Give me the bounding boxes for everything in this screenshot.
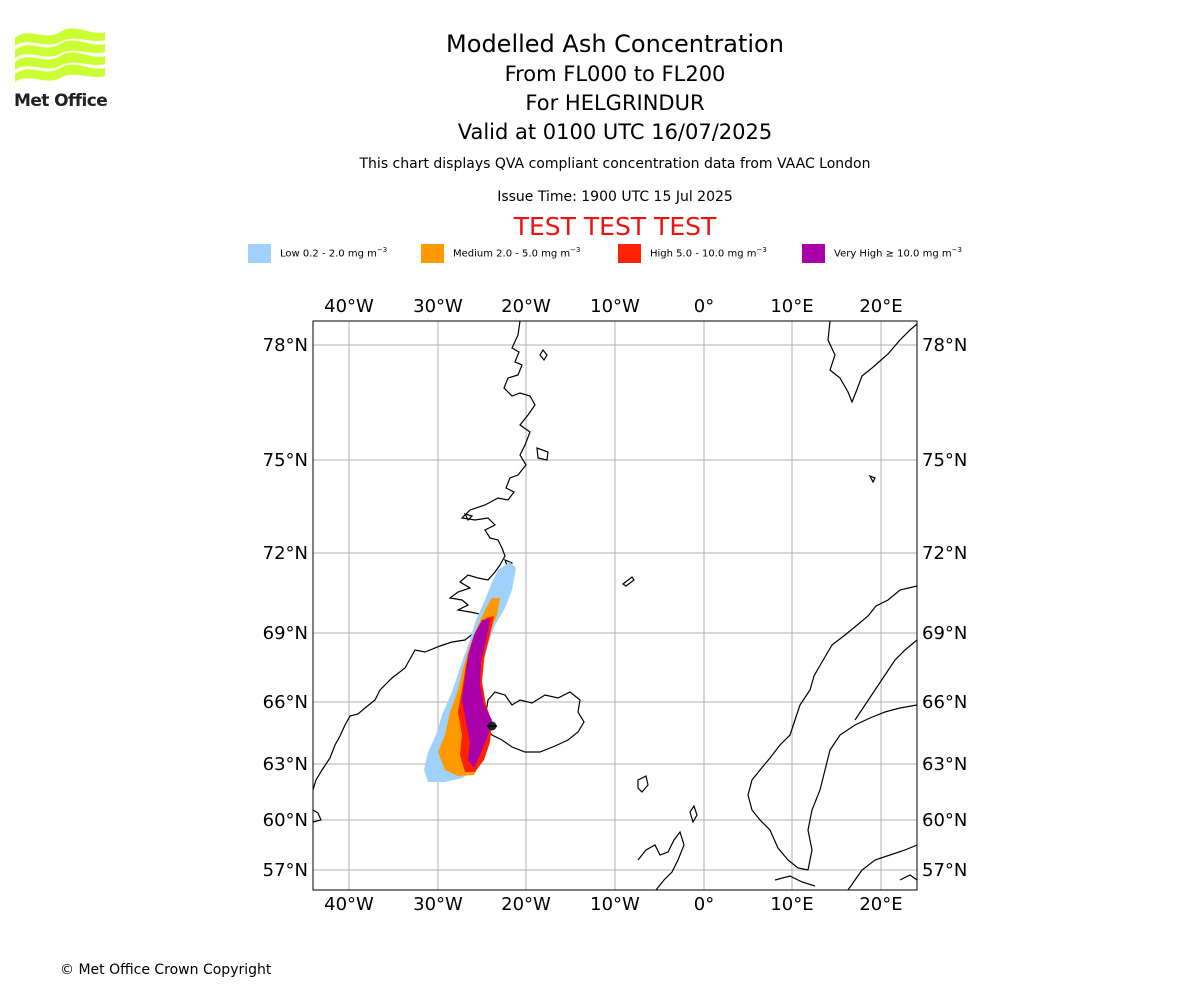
- lat-label: 60°N: [263, 810, 308, 831]
- chart-title: Modelled Ash Concentration From FL000 to…: [0, 28, 1200, 147]
- lon-label: 0°: [694, 296, 714, 317]
- test-banner: TEST TEST TEST: [513, 212, 717, 241]
- lon-label: 0°: [694, 894, 714, 915]
- map-content: [313, 321, 917, 890]
- lat-label: 75°N: [922, 450, 967, 471]
- lon-label: 40°W: [324, 296, 374, 317]
- volcano-marker: [487, 721, 497, 731]
- lat-labels-left: 78°N 75°N 72°N 69°N 66°N 63°N 60°N 57°N: [263, 335, 308, 881]
- issue-time: Issue Time: 1900 UTC 15 Jul 2025: [497, 189, 733, 205]
- lat-label: 57°N: [922, 860, 967, 881]
- lon-label: 10°E: [770, 894, 813, 915]
- lon-label: 10°W: [590, 894, 640, 915]
- svalbard-coast: [827, 321, 917, 404]
- norway-coast: [747, 585, 917, 871]
- subtitle: This chart displays QVA compliant concen…: [359, 156, 871, 172]
- ash-plume: [424, 562, 516, 782]
- legend-swatch-high: [618, 244, 641, 263]
- ash-very-high: [462, 619, 492, 768]
- lon-label: 30°W: [413, 296, 463, 317]
- legend-swatch-very-high: [802, 244, 825, 263]
- title-line-2: From FL000 to FL200: [504, 62, 726, 86]
- legend-label-high: High 5.0 - 10.0 mg m: [650, 248, 757, 260]
- lon-labels-bottom: 40°W 30°W 20°W 10°W 0° 10°E 20°E: [324, 894, 902, 915]
- lat-label: 66°N: [922, 692, 967, 713]
- copyright: © Met Office Crown Copyright: [60, 962, 272, 978]
- legend-label-low: Low 0.2 - 2.0 mg m: [280, 248, 377, 260]
- lat-label: 66°N: [263, 692, 308, 713]
- scotland-coast: [637, 830, 685, 890]
- title-line-1: Modelled Ash Concentration: [446, 30, 784, 58]
- map-frame: [312, 320, 918, 891]
- lon-label: 30°W: [413, 894, 463, 915]
- logo-text: Met Office: [14, 91, 108, 111]
- lat-label: 60°N: [922, 810, 967, 831]
- lon-label: 20°W: [501, 296, 551, 317]
- lon-label: 20°E: [859, 894, 902, 915]
- lat-label: 72°N: [263, 543, 308, 564]
- lon-labels-top: 40°W 30°W 20°W 10°W 0° 10°E 20°E: [324, 296, 902, 317]
- legend-swatch-low: [248, 244, 271, 263]
- lat-label: 57°N: [263, 860, 308, 881]
- lat-label: 72°N: [922, 543, 967, 564]
- lon-label: 10°W: [590, 296, 640, 317]
- iceland-coast: [484, 691, 585, 753]
- lat-label: 78°N: [263, 335, 308, 356]
- lat-label: 75°N: [263, 450, 308, 471]
- legend-label-medium: Medium 2.0 - 5.0 mg m: [453, 248, 571, 260]
- greenland-coast: [313, 321, 536, 791]
- lon-label: 20°E: [859, 296, 902, 317]
- lon-label: 10°E: [770, 296, 813, 317]
- lon-label: 20°W: [501, 894, 551, 915]
- gridlines: [313, 321, 917, 890]
- lon-label: 40°W: [324, 894, 374, 915]
- lat-label: 69°N: [263, 623, 308, 644]
- legend-swatch-medium: [421, 244, 444, 263]
- title-line-4: Valid at 0100 UTC 16/07/2025: [457, 120, 773, 144]
- legend-label-very-high: Very High ≥ 10.0 mg m: [834, 248, 952, 260]
- lat-label: 78°N: [922, 335, 967, 356]
- met-office-logo: [15, 28, 105, 82]
- lat-label: 63°N: [263, 754, 308, 775]
- lat-label: 63°N: [922, 754, 967, 775]
- title-line-3: For HELGRINDUR: [525, 91, 705, 115]
- coastlines: [313, 321, 917, 890]
- lat-label: 69°N: [922, 623, 967, 644]
- lat-labels-right: 78°N 75°N 72°N 69°N 66°N 63°N 60°N 57°N: [922, 335, 967, 881]
